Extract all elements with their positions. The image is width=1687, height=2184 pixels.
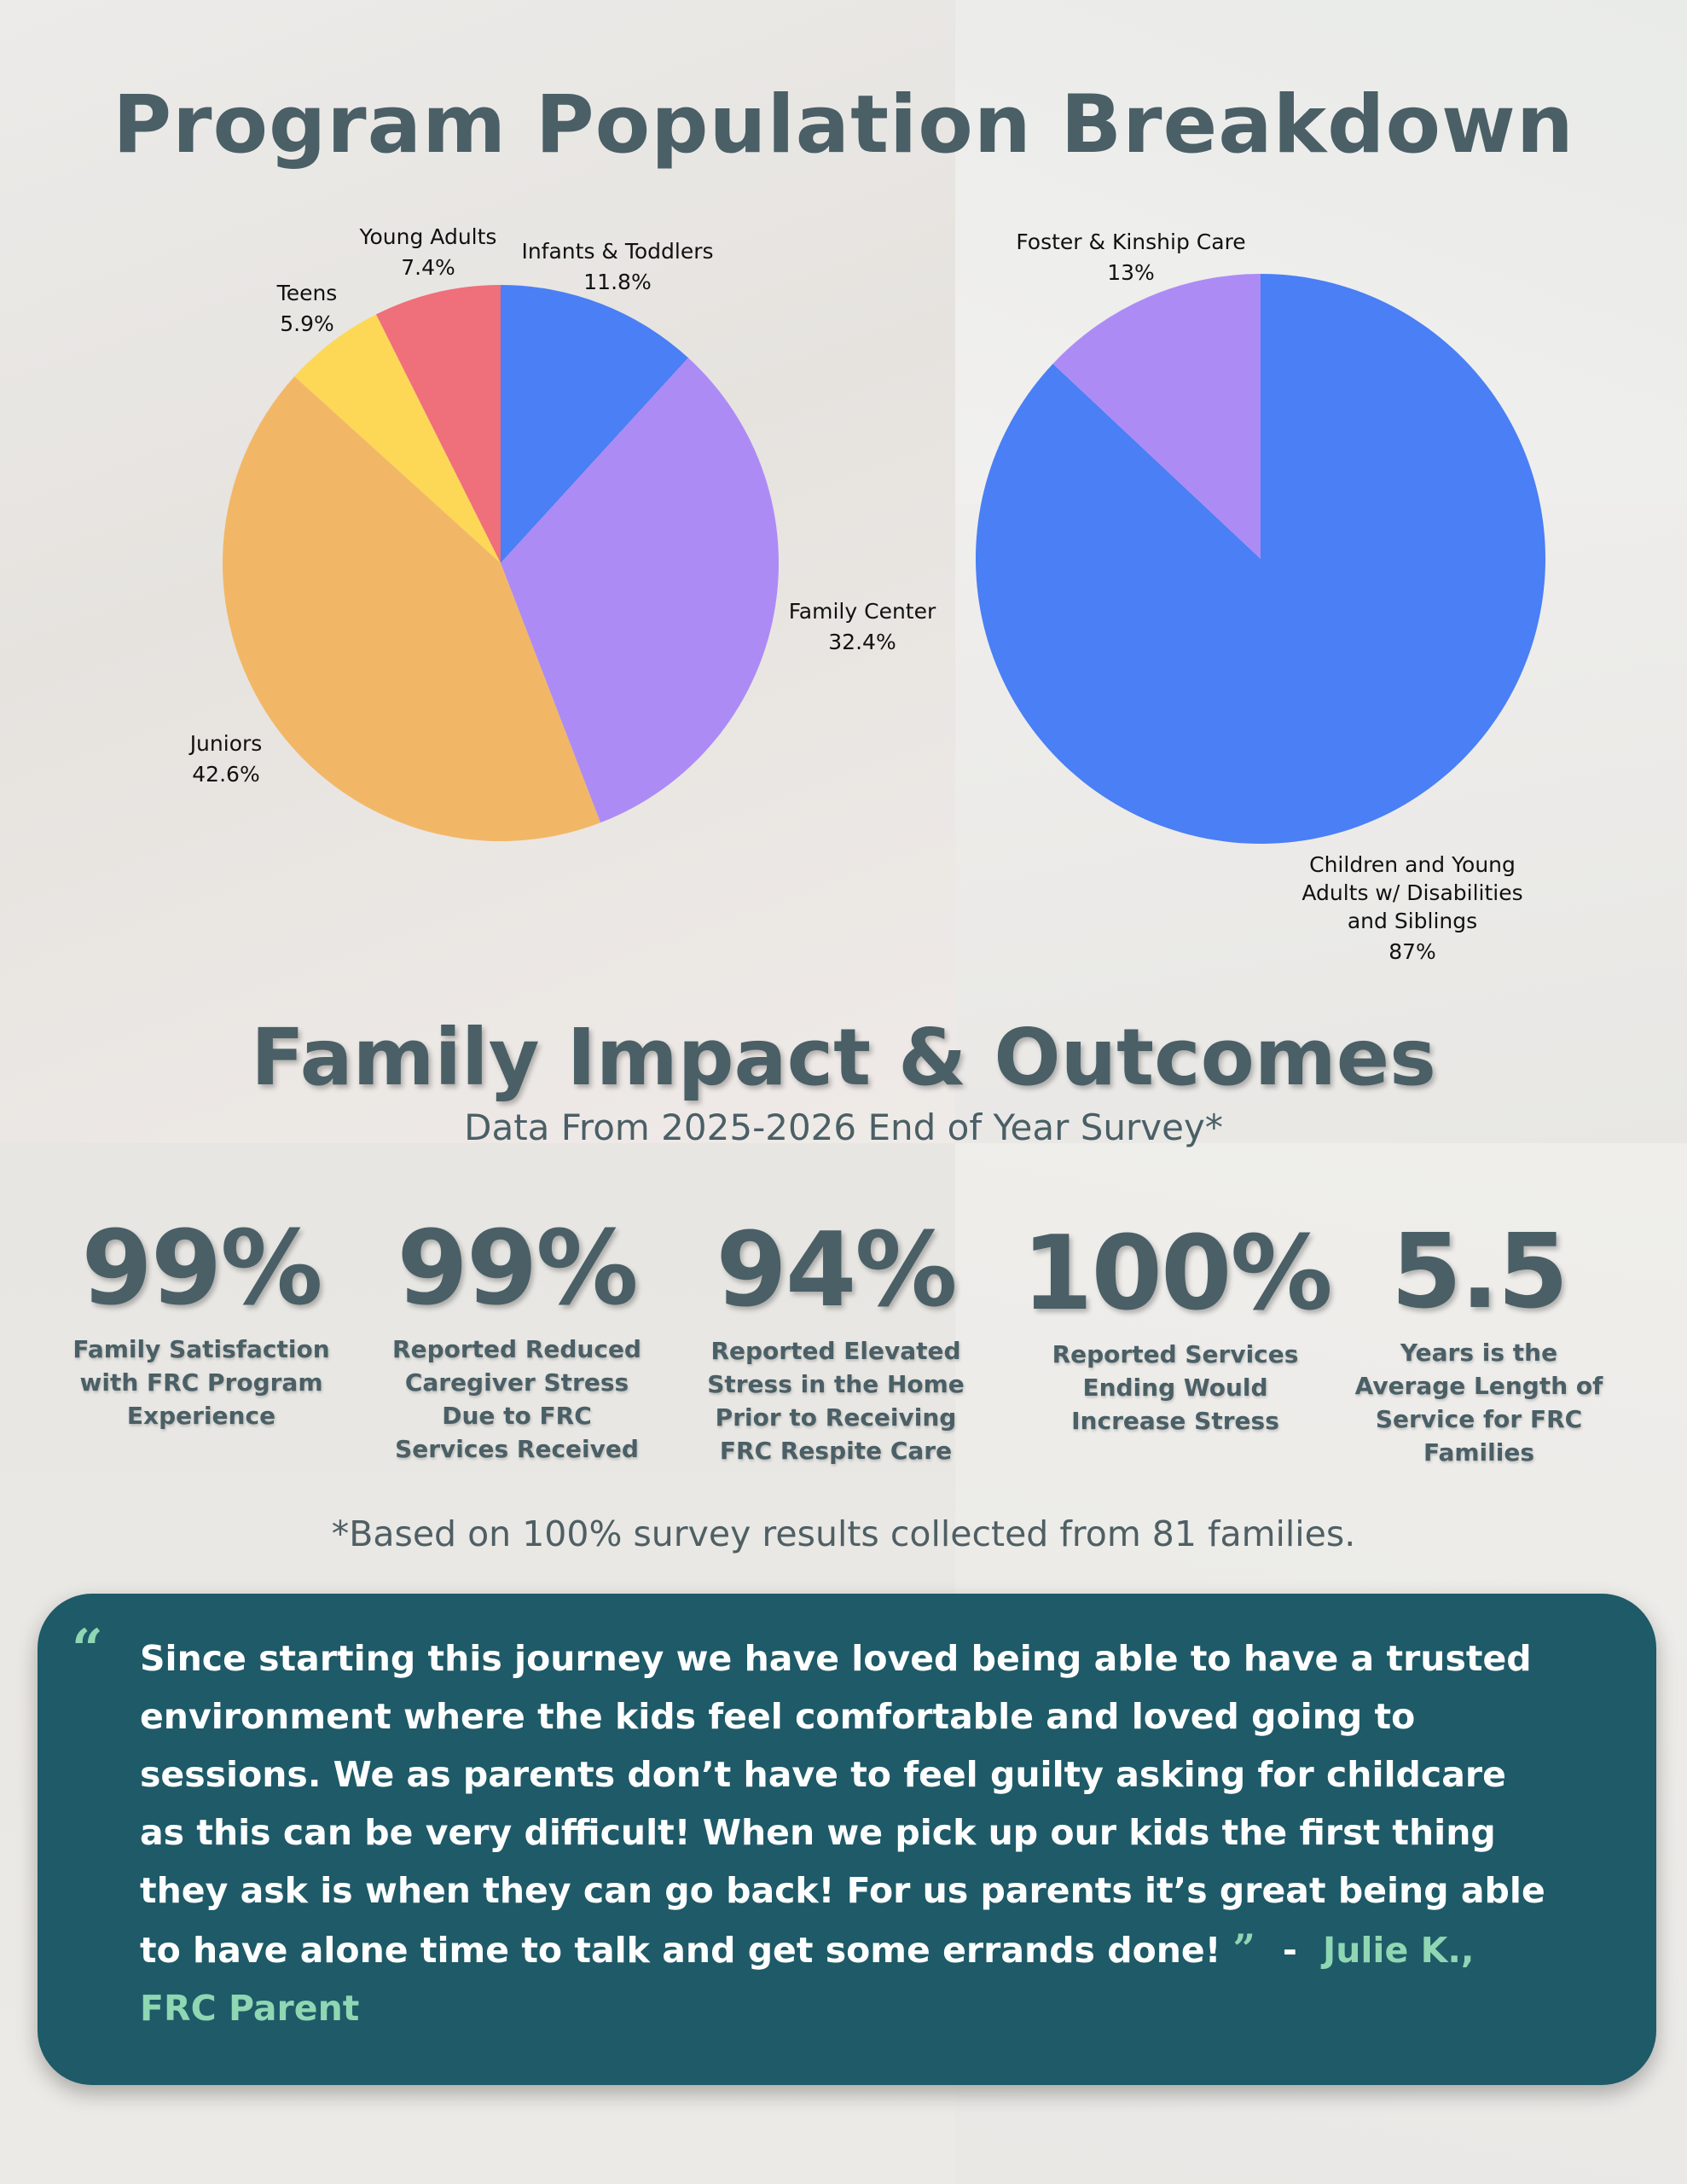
pie-label: Juniors 42.6% xyxy=(188,731,263,787)
stat-label: Reported Reduced Caregiver Stress Due to F… xyxy=(392,1335,641,1463)
testimonial-card: “ Since starting this journey we have lo… xyxy=(38,1594,1656,2085)
pie-slice-juniors xyxy=(222,376,601,842)
impact-subtitle: Data From 2025-2026 End of Year Survey* xyxy=(464,1107,1223,1148)
stat-label: Years is the Average Length of Service for… xyxy=(1354,1339,1603,1467)
pie-charts: Infants & Toddlers 11.8% Family Center 32.4… xyxy=(188,224,1545,964)
stat-value: 100% xyxy=(1022,1215,1333,1333)
close-quote-icon: ” xyxy=(1232,1926,1255,1972)
testimonial-text: Since starting this journey we have love… xyxy=(140,1638,1545,1971)
pie-label: Family Center 32.4% xyxy=(789,599,936,654)
stat-card: 5.5 Years is the Average Length of Service … xyxy=(1325,1222,1632,1469)
stat-label: Reported Elevated Stress in the Home Prior… xyxy=(707,1337,965,1465)
pie-slice-teens xyxy=(294,314,501,563)
stat-card: 99% Family Satisfaction with FRC Program Ex… xyxy=(48,1218,355,1432)
stat-value: 5.5 xyxy=(1390,1213,1569,1332)
stat-value: 99% xyxy=(397,1210,638,1328)
stat-label: Family Satisfaction with FRC Program Exper… xyxy=(72,1335,330,1430)
stat-card: 99% Reported Reduced Caregiver Stress Due t… xyxy=(363,1218,670,1466)
testimonial-author: Julie K., FRC Parent xyxy=(140,1930,1475,2029)
pie-label: Teens 5.9% xyxy=(276,281,338,336)
stat-label: Reported Services Ending Would Increase St… xyxy=(1052,1340,1299,1435)
pie-slice-family-center xyxy=(501,357,779,823)
stat-card: 94% Reported Elevated Stress in the Home Pr… xyxy=(682,1220,989,1467)
pie-label: Young Adults 7.4% xyxy=(359,224,497,280)
stat-value: 94% xyxy=(716,1211,957,1330)
page-title: Program Population Breakdown xyxy=(113,78,1574,171)
survey-footnote: *Based on 100% survey results collected … xyxy=(331,1513,1356,1554)
impact-title: Family Impact & Outcomes xyxy=(251,1012,1436,1103)
stat-value: 99% xyxy=(81,1210,322,1328)
open-quote-icon: “ xyxy=(72,1618,103,1682)
pie-label: Foster & Kinship Care 13% xyxy=(1016,229,1245,285)
testimonial-text-block: Since starting this journey we have love… xyxy=(140,1629,1547,2037)
testimonial-dash: - xyxy=(1282,1930,1297,1971)
pie-label: Children and Young Adults w/ Disabilities… xyxy=(1301,852,1522,964)
pie-label: Infants & Toddlers 11.8% xyxy=(521,239,713,294)
pie-slice-children-and-young-adults-w-disabilities-and-siblings xyxy=(975,274,1545,844)
pie-slice-young-adults xyxy=(375,285,501,563)
pie-slice-infants-toddlers xyxy=(501,285,688,563)
pie-slice-foster-kinship-care xyxy=(1052,274,1261,559)
stat-card: 100% Reported Services Ending Would Increas… xyxy=(1022,1215,1333,1438)
